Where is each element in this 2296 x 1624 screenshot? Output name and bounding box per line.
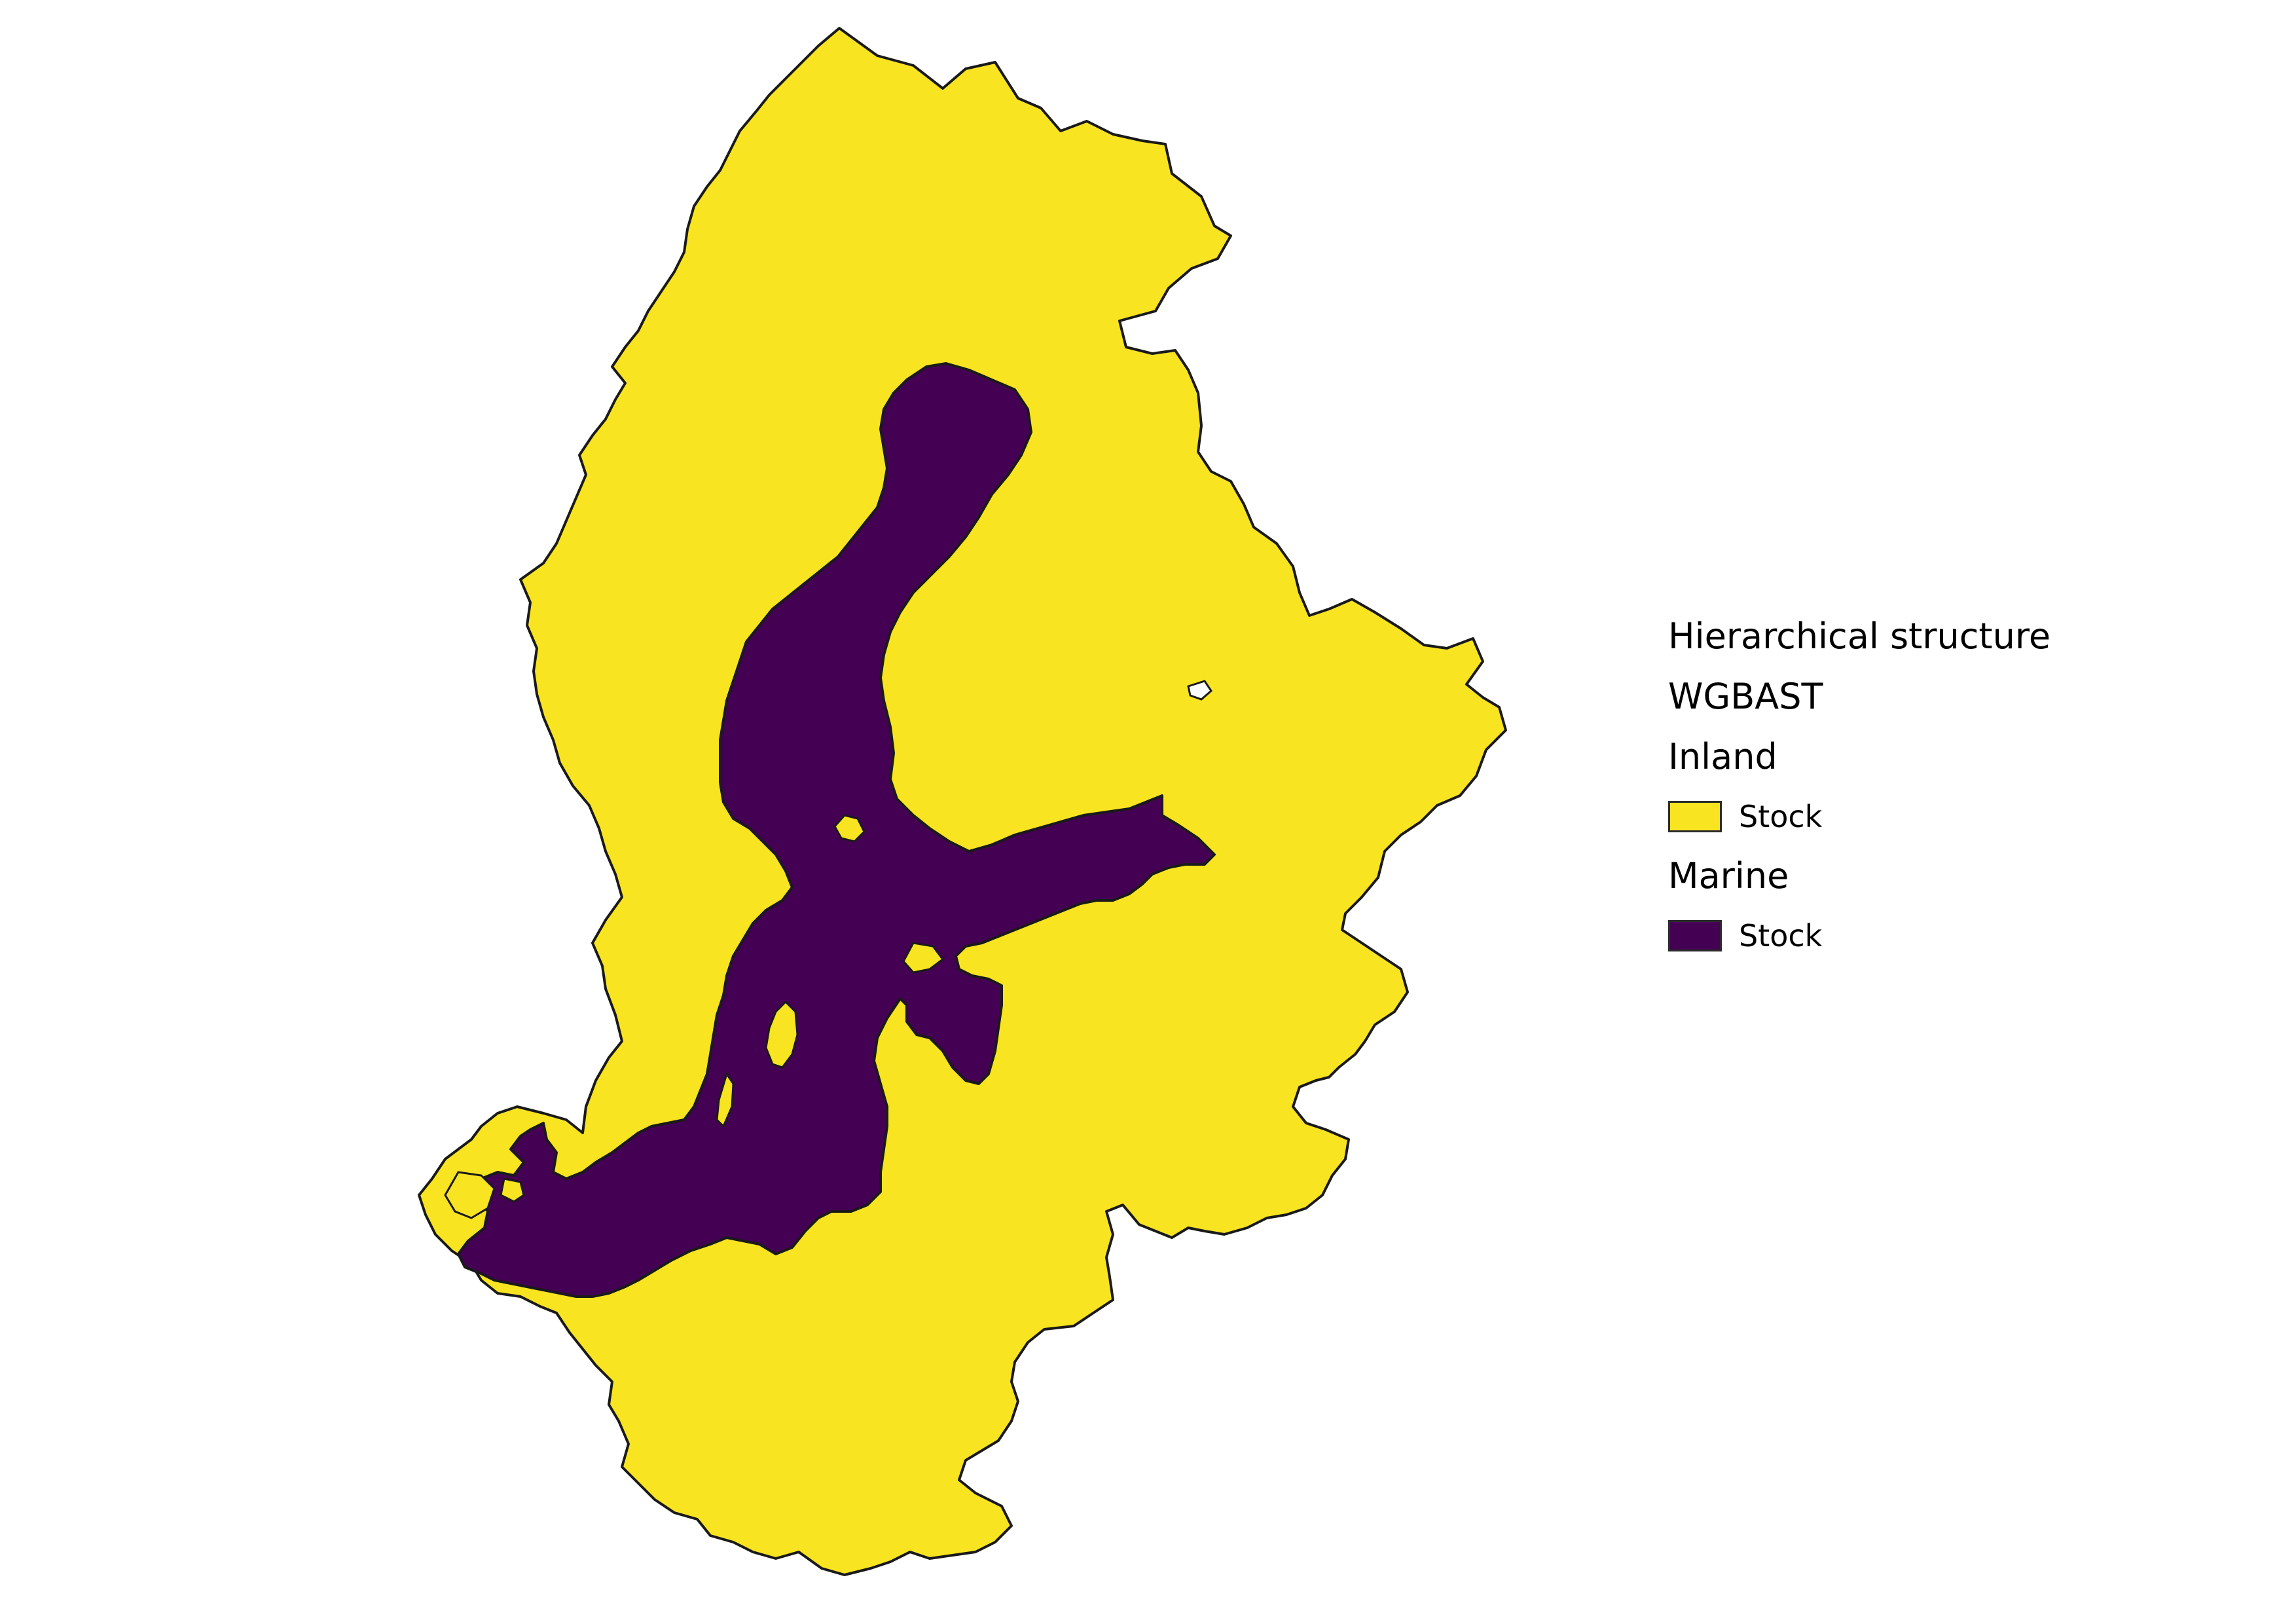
inland-lake	[1187, 680, 1212, 701]
marine-swatch	[1668, 920, 1722, 951]
gotland-island	[765, 1000, 799, 1069]
legend-title: Hierarchical structure	[1668, 616, 2051, 657]
inland-swatch	[1668, 801, 1722, 832]
oland-island	[716, 1071, 735, 1128]
legend-heading-marine: Marine	[1668, 855, 1789, 896]
legend-group-wgbast: WGBAST	[1668, 676, 1823, 717]
danish-islands	[444, 1171, 496, 1219]
saaremaa-island	[902, 942, 945, 974]
legend-label-inland-stock: Stock	[1739, 799, 1823, 834]
danish-island-small	[500, 1177, 525, 1203]
legend-item-marine-stock: Stock	[1668, 915, 2126, 956]
legend-heading-inland: Inland	[1668, 736, 1777, 777]
legend-label-marine-stock: Stock	[1739, 918, 1823, 953]
inland-stock-region	[418, 27, 1507, 1576]
aland-islands	[833, 814, 866, 843]
legend-item-inland-stock: Stock	[1668, 796, 2126, 837]
map-legend: Hierarchical structure WGBAST Inland Sto…	[1668, 616, 2126, 974]
